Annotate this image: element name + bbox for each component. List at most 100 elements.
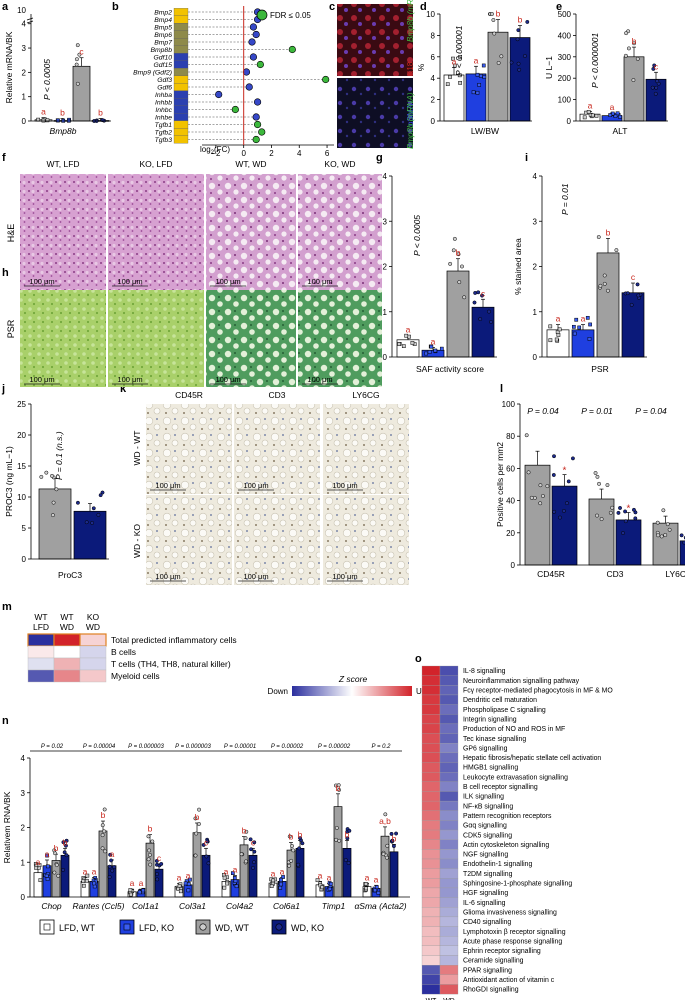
data-point bbox=[610, 505, 615, 510]
category-label: Col1a1 bbox=[132, 901, 159, 911]
gene-label: Bmp7 bbox=[154, 40, 172, 47]
fdr-legend-marker bbox=[256, 9, 268, 21]
data-point bbox=[56, 118, 60, 123]
panel-a-y-tick-label: 2 bbox=[22, 68, 27, 77]
significance-letter: c bbox=[79, 47, 84, 57]
heatmap-cell bbox=[421, 752, 441, 763]
data-point bbox=[61, 840, 66, 845]
data-point bbox=[75, 81, 80, 86]
scale-bar-label: 100 μm bbox=[29, 375, 54, 384]
heatmap-cell bbox=[421, 714, 441, 725]
data-point bbox=[385, 843, 390, 848]
x-tick-label: 6 bbox=[325, 149, 330, 158]
panel-letter-b: b bbox=[112, 1, 119, 13]
significance-letter: a bbox=[374, 874, 379, 884]
panel-letter-i: i bbox=[525, 152, 528, 164]
data-point bbox=[279, 877, 283, 882]
bar-l-wd-ko bbox=[679, 540, 685, 566]
heatmap-column-label: LFD bbox=[33, 622, 49, 632]
bar-n-lfd-wt bbox=[33, 872, 43, 898]
panel-d-xlabel: LW/BW bbox=[471, 126, 499, 136]
data-point bbox=[374, 885, 379, 889]
p-value: P = 0.00004 bbox=[83, 744, 116, 750]
legend-label: WD, WT bbox=[215, 923, 249, 933]
data-point bbox=[631, 78, 636, 83]
gene-point bbox=[288, 45, 296, 54]
bar-n-wd-ko bbox=[342, 847, 352, 898]
heatmap-cell bbox=[439, 800, 459, 811]
heatmap-row-label: PPAR signalling bbox=[463, 967, 512, 974]
data-point bbox=[623, 519, 628, 524]
data-point bbox=[74, 62, 79, 67]
gene-point bbox=[248, 38, 256, 46]
data-point bbox=[178, 889, 183, 894]
data-point bbox=[522, 54, 527, 58]
gene-point bbox=[249, 53, 258, 61]
significance-letter: a bbox=[177, 872, 182, 882]
bar-e-wd-wt bbox=[623, 56, 645, 122]
bar-j-wd-wt bbox=[38, 488, 72, 560]
heatmap-cell bbox=[421, 781, 441, 792]
data-point bbox=[337, 787, 342, 792]
psr-image bbox=[20, 290, 106, 387]
data-point bbox=[39, 474, 44, 479]
data-point bbox=[252, 860, 257, 865]
legend-label: LFD, WT bbox=[59, 923, 95, 933]
heatmap-row-label: ILK signalling bbox=[463, 794, 504, 801]
heatmap-cell bbox=[421, 791, 441, 802]
column-label: WT, WD bbox=[235, 159, 266, 169]
data-point bbox=[278, 885, 283, 890]
heatmap-cell bbox=[421, 723, 441, 734]
heatmap-cell bbox=[421, 772, 441, 782]
data-point bbox=[364, 882, 368, 886]
gene-label: Bmp6 bbox=[154, 32, 172, 39]
panel-j-xlabel: ProC3 bbox=[58, 570, 82, 580]
data-point bbox=[526, 470, 531, 475]
data-point bbox=[577, 325, 582, 330]
heatmap-row-label: NGF signalling bbox=[463, 852, 508, 859]
category-label: Timp1 bbox=[322, 901, 346, 911]
heatmap-cell bbox=[27, 645, 55, 659]
data-point bbox=[112, 865, 117, 869]
heatmap-row-label: Gαq signalling bbox=[463, 823, 507, 830]
y-tick-label-break: 10 bbox=[17, 6, 26, 15]
bar-g-wd-wt bbox=[446, 270, 470, 358]
data-point bbox=[244, 859, 248, 864]
data-point bbox=[196, 821, 201, 826]
data-point bbox=[193, 816, 198, 821]
data-point bbox=[129, 892, 133, 897]
data-point bbox=[102, 807, 107, 812]
panel-j-ylabel: PROC3 (ng mL−1) bbox=[4, 446, 14, 517]
panel-e-chart: 0 100 200 300 400 500 a a b c P < 0.0000001 U L−1 AL… bbox=[544, 10, 668, 136]
heatmap-cell bbox=[421, 849, 441, 860]
significance-letter: b bbox=[54, 843, 59, 853]
panel-e-y-tick-label: 400 bbox=[558, 31, 572, 40]
panel-b-annotation-bar bbox=[173, 8, 189, 144]
significance-letter: b bbox=[632, 36, 637, 46]
data-point bbox=[315, 878, 320, 883]
x-tick-label: 2 bbox=[269, 149, 274, 158]
significance-star: * bbox=[563, 466, 567, 477]
panel-l-y-tick-label: 0 bbox=[511, 561, 516, 570]
panel-g-y-tick-label: 3 bbox=[383, 217, 388, 226]
data-point bbox=[593, 471, 598, 475]
significance-letter: b bbox=[392, 833, 397, 843]
panel-letter-a: a bbox=[2, 1, 9, 13]
ihc-image bbox=[323, 404, 409, 494]
significance-star: * bbox=[627, 504, 631, 515]
panel-g-xlabel: SAF activity score bbox=[416, 364, 484, 374]
data-point bbox=[655, 520, 660, 525]
annotation-cell bbox=[173, 38, 189, 46]
data-point bbox=[222, 885, 227, 890]
data-point bbox=[608, 113, 613, 117]
data-point bbox=[656, 533, 661, 538]
gene-label: Bmp4 bbox=[154, 17, 172, 24]
heatmap-column-label: WD bbox=[86, 622, 100, 632]
heatmap-row-label: Hepatic fibrosis/hepatic stellate cell a… bbox=[463, 755, 601, 762]
column-label: CD45R bbox=[175, 390, 203, 400]
heatmap-row-label: Antioxidant action of vitamin c bbox=[463, 977, 555, 984]
fdr-legend-label: FDR ≤ 0.05 bbox=[270, 11, 311, 20]
heatmap-row-label: Myeloid cells bbox=[111, 671, 160, 681]
gene-label: Tgfb2 bbox=[155, 130, 173, 137]
